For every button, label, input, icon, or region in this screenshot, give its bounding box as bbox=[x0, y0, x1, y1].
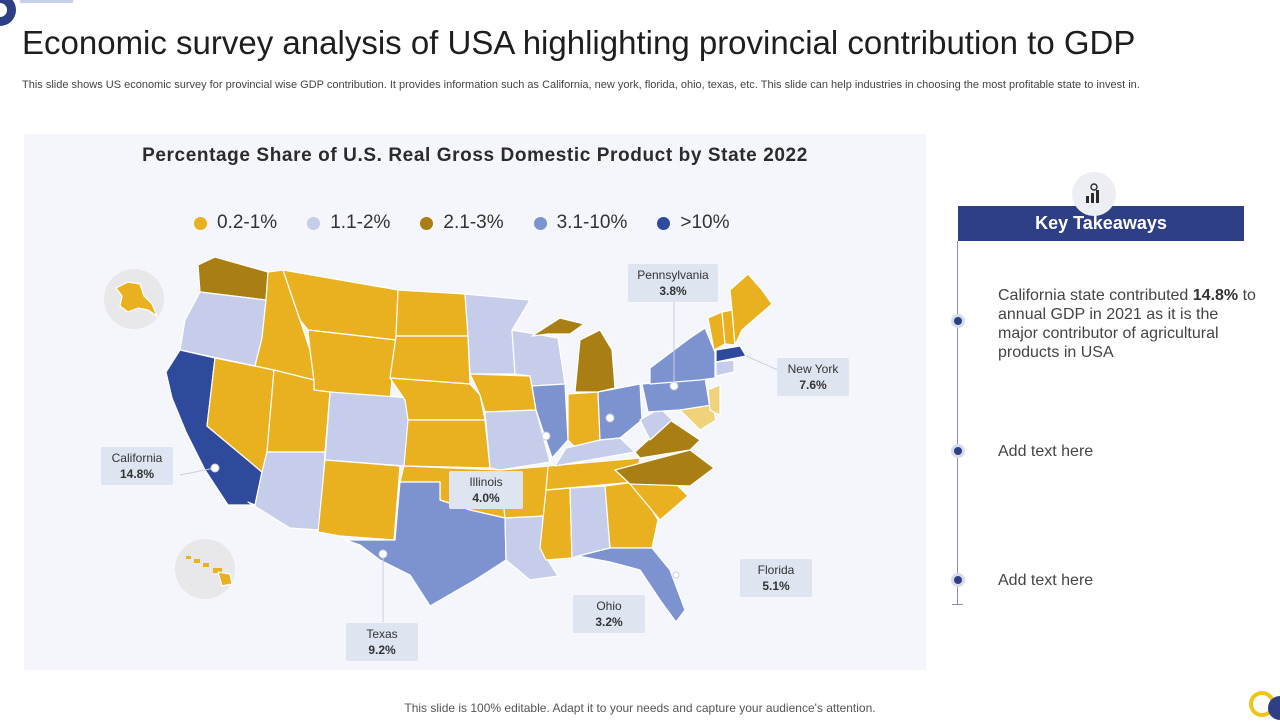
callout-value: 14.8% bbox=[119, 467, 155, 481]
callout-value: 9.2% bbox=[368, 643, 396, 657]
corner-ring-decoration-bottom bbox=[1249, 691, 1280, 720]
callout-label: California bbox=[111, 451, 163, 465]
hawaii-inset bbox=[175, 539, 235, 599]
footer-note: This slide is 100% editable. Adapt it to… bbox=[404, 701, 876, 715]
state-michigan bbox=[574, 329, 616, 393]
corner-ring-decoration bbox=[0, 0, 16, 26]
state-connecticut bbox=[715, 359, 735, 377]
legend-item-3-1-10: 3.1-10% bbox=[533, 212, 628, 234]
legend-item-1-1-2: 1.1-2% bbox=[307, 212, 390, 234]
timeline-line bbox=[957, 241, 958, 605]
callout-value: 4.0% bbox=[472, 491, 500, 505]
state-kansas bbox=[403, 419, 491, 469]
callout-ohio: Ohio 3.2% bbox=[573, 595, 645, 633]
takeaway-highlight: 14.8% bbox=[1192, 287, 1239, 304]
page-subtitle: This slide shows US economic survey for … bbox=[22, 79, 1140, 91]
map-title: Percentage Share of U.S. Real Gross Dome… bbox=[142, 145, 808, 166]
timeline-node-1 bbox=[954, 317, 962, 325]
callout-california: California 14.8% bbox=[101, 447, 173, 485]
state-colorado bbox=[324, 391, 411, 467]
callout-new-york: New York 7.6% bbox=[777, 358, 849, 396]
legend-item-2-1-3: 2.1-3% bbox=[420, 212, 504, 234]
state-new-york bbox=[649, 327, 716, 385]
alaska-state bbox=[115, 281, 158, 317]
legend-dot-over-10 bbox=[657, 216, 671, 230]
state-maine bbox=[729, 273, 773, 346]
state-wyoming bbox=[307, 329, 397, 401]
state-massachusetts bbox=[715, 345, 747, 363]
callout-texas: Texas 9.2% bbox=[346, 623, 418, 661]
callout-label: Ohio bbox=[596, 599, 622, 613]
state-michigan-upper bbox=[531, 317, 585, 337]
state-illinois bbox=[531, 383, 569, 459]
callout-label: Florida bbox=[757, 563, 795, 577]
state-new-jersey bbox=[707, 384, 721, 416]
takeaway-item-1: California state contributed 14.8% to an… bbox=[998, 286, 1258, 362]
legend-label: >10% bbox=[680, 212, 730, 233]
legend-item-0-2-1: 0.2-1% bbox=[194, 212, 277, 234]
legend-dot-2-1-3 bbox=[420, 216, 434, 230]
state-south-dakota bbox=[389, 335, 471, 385]
state-texas bbox=[344, 481, 507, 607]
state-mississippi bbox=[539, 487, 573, 561]
callout-label: Pennsylvania bbox=[637, 268, 709, 282]
legend-label: 1.1-2% bbox=[330, 212, 391, 233]
state-new-mexico bbox=[317, 459, 401, 541]
legend-dot-0-2-1 bbox=[194, 216, 207, 230]
callout-value: 5.1% bbox=[762, 579, 790, 593]
legend-dot-1-1-2 bbox=[307, 216, 321, 230]
timeline-node-2 bbox=[954, 447, 962, 455]
takeaway-item-2: Add text here bbox=[998, 443, 1094, 460]
state-missouri bbox=[484, 409, 551, 471]
hawaii-state bbox=[186, 556, 233, 587]
state-alabama bbox=[569, 485, 611, 559]
callout-markers bbox=[179, 300, 779, 622]
state-north-dakota bbox=[395, 289, 469, 337]
callout-illinois: Illinois 4.0% bbox=[449, 471, 523, 509]
legend-dot-3-1-10 bbox=[533, 216, 547, 230]
callout-pennsylvania: Pennsylvania 3.8% bbox=[628, 264, 718, 302]
state-maryland bbox=[679, 404, 717, 431]
state-north-carolina bbox=[614, 449, 715, 487]
callout-label: New York bbox=[787, 362, 839, 376]
callout-value: 3.8% bbox=[659, 284, 687, 298]
callout-label: Texas bbox=[366, 627, 398, 641]
state-indiana bbox=[567, 391, 601, 449]
callout-value: 3.2% bbox=[595, 615, 623, 629]
timeline-cap bbox=[952, 604, 963, 605]
takeaway-text: to annual GDP in 2021 as it is the major… bbox=[998, 287, 1256, 361]
callout-label: Illinois bbox=[469, 475, 503, 489]
legend-item-over-10: >10% bbox=[657, 212, 730, 234]
callout-florida: Florida 5.1% bbox=[740, 559, 812, 597]
takeaway-item-3: Add text here bbox=[998, 572, 1094, 589]
legend-label: 3.1-10% bbox=[556, 212, 628, 233]
state-kentucky bbox=[554, 437, 636, 467]
map-legend: 0.2-1% 1.1-2% 2.1-3% 3.1-10% >10% bbox=[194, 212, 730, 234]
us-state-map bbox=[104, 256, 779, 623]
timeline-node-3 bbox=[954, 576, 962, 584]
state-florida bbox=[577, 547, 686, 623]
state-ohio bbox=[597, 383, 643, 441]
page-title: Economic survey analysis of USA highligh… bbox=[22, 24, 1136, 61]
analytics-icon bbox=[1072, 172, 1116, 216]
takeaway-text: California state contributed bbox=[998, 287, 1193, 304]
legend-label: 2.1-3% bbox=[443, 212, 504, 233]
corner-bar-decoration bbox=[20, 0, 73, 3]
legend-label: 0.2-1% bbox=[217, 212, 278, 233]
callout-value: 7.6% bbox=[799, 378, 827, 392]
